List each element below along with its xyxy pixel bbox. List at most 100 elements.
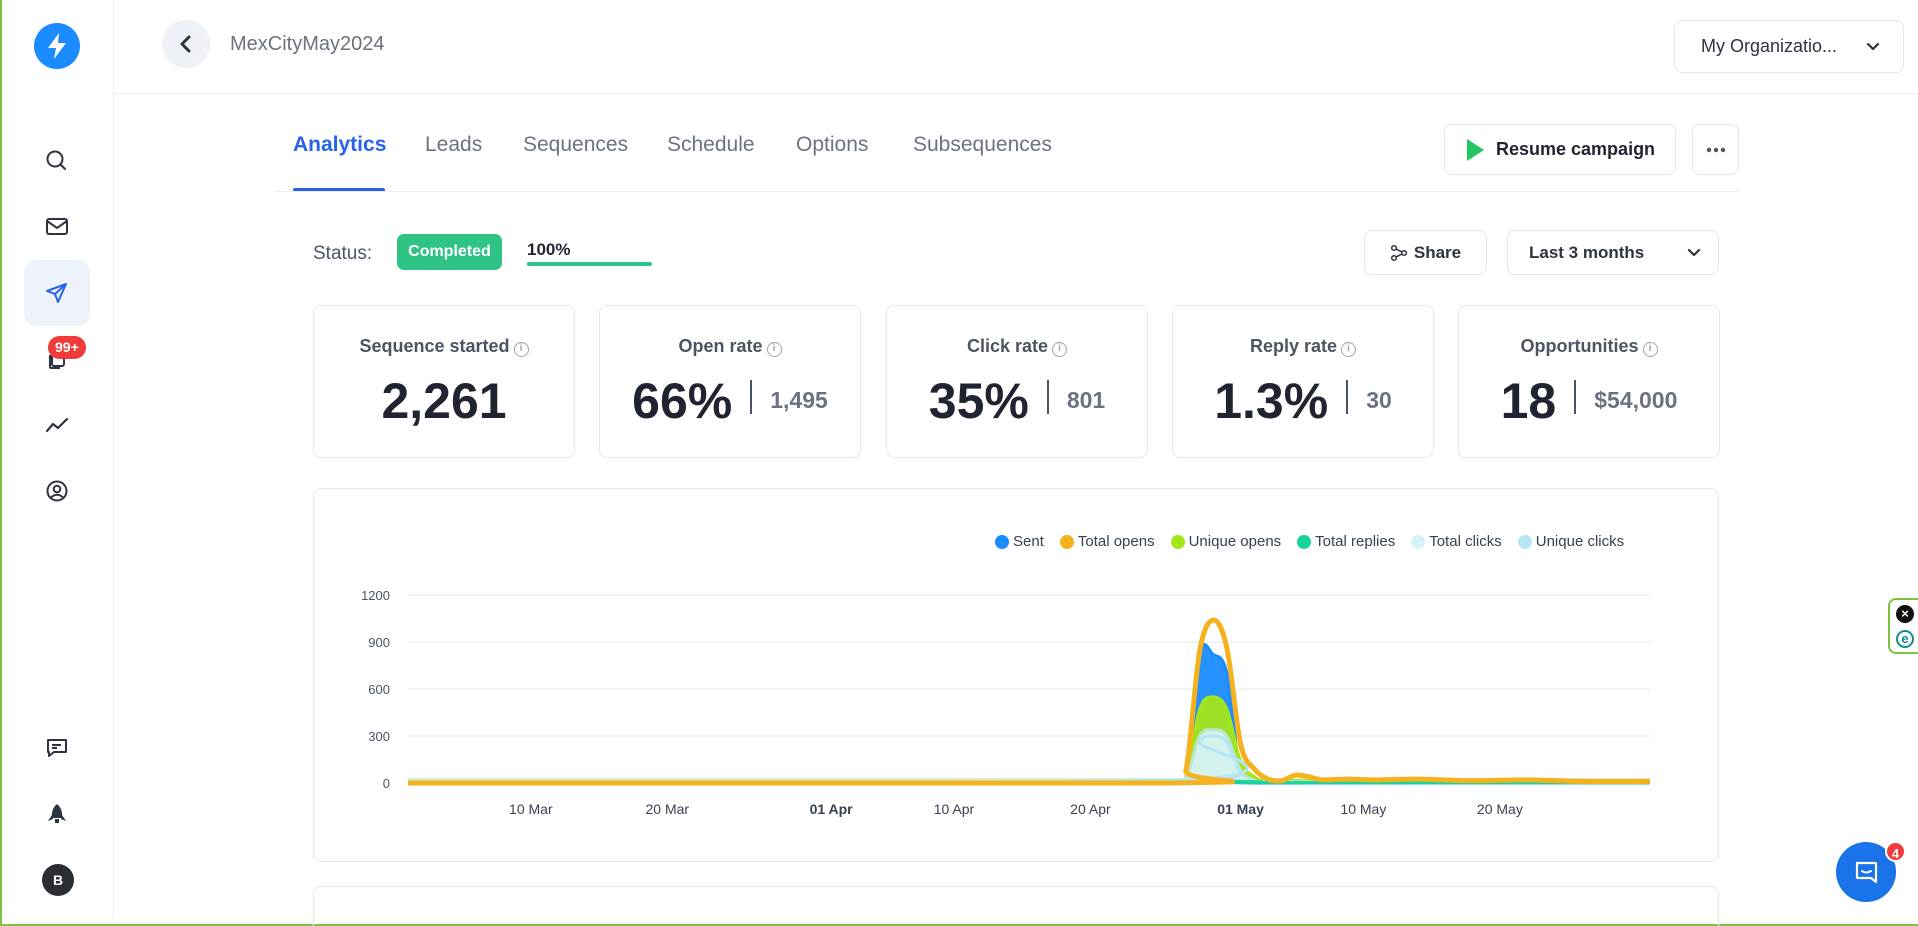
sidebar-item-inbox[interactable] xyxy=(24,193,90,259)
chevron-left-icon xyxy=(180,35,191,53)
stat-divider xyxy=(1346,380,1349,414)
send-icon xyxy=(46,283,67,303)
app-logo[interactable] xyxy=(34,23,80,69)
series-area-unique-opens xyxy=(408,696,1650,783)
legend-swatch xyxy=(1297,534,1312,549)
y-tick-label: 600 xyxy=(368,682,390,697)
stat-value: 1.3% xyxy=(1214,373,1329,429)
rocket-icon xyxy=(48,804,66,823)
stat-card-open-rate: Open rate i 66% 1,495 xyxy=(599,305,861,458)
organization-dropdown[interactable]: My Organizatio... xyxy=(1674,20,1904,73)
x-tick-label: 20 Mar xyxy=(646,801,690,817)
progress-bar-fill xyxy=(527,262,652,266)
legend-swatch xyxy=(1411,534,1426,549)
legend-label: Total replies xyxy=(1315,533,1396,550)
info-icon[interactable]: i xyxy=(766,342,782,357)
legend-label: Sent xyxy=(1013,533,1044,550)
x-tick-label: 20 Apr xyxy=(1070,801,1111,817)
stat-sub-value: 30 xyxy=(1366,387,1392,413)
stat-label: Reply rate xyxy=(1249,336,1338,356)
tab-analytics[interactable]: Analytics xyxy=(293,133,387,156)
close-icon[interactable]: × xyxy=(1896,605,1914,623)
stat-label: Click rate xyxy=(966,336,1049,356)
back-button[interactable] xyxy=(162,20,210,68)
info-icon[interactable]: i xyxy=(1642,342,1658,357)
series-line-total-clicks xyxy=(408,728,1651,785)
stat-card-sequence-started: Sequence started i 2,261 xyxy=(313,305,575,458)
date-range-dropdown[interactable]: Last 3 months xyxy=(1507,230,1719,275)
chevron-down-icon xyxy=(1687,248,1701,257)
x-tick-label: 10 Apr xyxy=(934,801,975,817)
progress-text: 100% xyxy=(527,240,571,259)
chart-legend: Sent Total opens Unique opens Total replies… xyxy=(995,533,1640,550)
status-label: Status: xyxy=(313,243,373,264)
sidebar: 99+ B xyxy=(2,0,114,924)
stat-sub-value: $54,000 xyxy=(1594,387,1678,413)
sidebar-item-analytics[interactable] xyxy=(24,392,90,458)
tab-schedule[interactable]: Schedule xyxy=(667,133,755,156)
status-badge: Completed xyxy=(397,234,502,270)
tab-subsequences[interactable]: Subsequences xyxy=(913,133,1052,156)
legend-swatch xyxy=(995,534,1009,549)
tabs-divider xyxy=(276,191,1738,192)
sidebar-item-search[interactable] xyxy=(24,128,90,194)
page-title: MexCityMay2024 xyxy=(230,33,385,55)
stat-divider xyxy=(1574,380,1577,414)
resume-campaign-button[interactable]: Resume campaign xyxy=(1444,124,1676,175)
sidebar-item-accounts[interactable] xyxy=(24,458,90,524)
organization-label: My Organizatio... xyxy=(1701,36,1838,56)
series-line-unique-opens xyxy=(408,695,1651,785)
sidebar-item-campaigns[interactable] xyxy=(24,260,90,326)
analytics-chart: 0 300 600 900 1200 10 Mar 20 Mar 01 Apr 10 Apr 20… xyxy=(361,588,1651,817)
legend-item[interactable]: Total clicks xyxy=(1411,533,1502,550)
play-icon xyxy=(1467,138,1484,161)
legend-item[interactable]: Unique opens xyxy=(1170,533,1281,550)
date-range-label: Last 3 months xyxy=(1529,242,1645,262)
series-area-sent xyxy=(408,644,1650,783)
lightning-icon xyxy=(48,33,66,59)
header-divider xyxy=(115,93,1918,94)
legend-label: Total clicks xyxy=(1429,533,1502,550)
frame-border-left xyxy=(0,0,2,926)
stat-card-reply-rate: Reply rate i 1.3% 30 xyxy=(1172,305,1434,458)
info-icon[interactable]: i xyxy=(513,342,529,357)
active-tab-indicator xyxy=(293,188,385,192)
legend-item[interactable]: Total replies xyxy=(1297,533,1395,550)
legend-item[interactable]: Sent xyxy=(995,533,1044,550)
extension-icon[interactable]: e xyxy=(1896,630,1914,648)
progress-bar xyxy=(527,262,652,266)
share-icon xyxy=(1390,244,1407,261)
tab-options[interactable]: Options xyxy=(796,133,869,156)
stat-value: 35% xyxy=(928,373,1029,429)
x-tick-label: 10 May xyxy=(1340,801,1386,817)
stat-label: Open rate xyxy=(678,336,763,356)
avatar[interactable]: B xyxy=(42,864,74,896)
stat-value: 18 xyxy=(1500,373,1557,429)
legend-item[interactable]: Total opens xyxy=(1059,533,1155,550)
sidebar-item-launch[interactable] xyxy=(24,781,90,847)
stat-card-click-rate: Click rate i 35% 801 xyxy=(886,305,1148,458)
stat-value: 2,261 xyxy=(381,373,507,429)
tab-sequences[interactable]: Sequences xyxy=(523,133,629,156)
x-tick-label: 10 Mar xyxy=(509,801,553,817)
legend-item[interactable]: Unique clicks xyxy=(1517,533,1625,550)
share-button[interactable]: Share xyxy=(1364,230,1487,275)
legend-label: Unique clicks xyxy=(1535,533,1625,550)
tab-leads[interactable]: Leads xyxy=(425,133,483,156)
frame-border-bottom xyxy=(0,924,1918,926)
stat-sub-value: 801 xyxy=(1066,387,1106,413)
series-line-sent xyxy=(408,643,1650,785)
series-area-total-clicks xyxy=(408,729,1650,783)
stat-divider xyxy=(750,380,753,414)
notification-badge: 99+ xyxy=(48,336,86,359)
chat-badge: 4 xyxy=(1885,841,1906,862)
chat-icon xyxy=(1855,861,1878,884)
user-circle-icon xyxy=(46,480,68,502)
chevron-down-icon xyxy=(1866,42,1880,51)
series-line-total-opens xyxy=(408,617,1651,786)
info-icon[interactable]: i xyxy=(1052,342,1068,357)
sidebar-item-feedback[interactable] xyxy=(24,715,90,781)
y-tick-label: 900 xyxy=(368,635,390,650)
more-options-button[interactable] xyxy=(1692,124,1739,175)
info-icon[interactable]: i xyxy=(1341,342,1357,357)
